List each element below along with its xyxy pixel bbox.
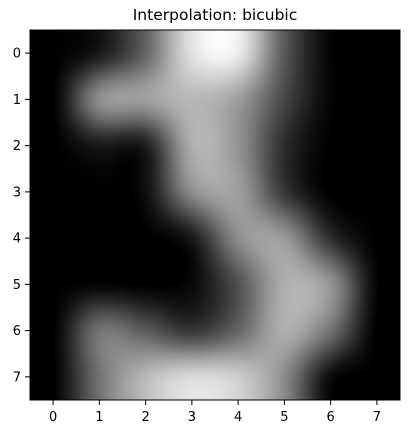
- x-tick-label: 2: [141, 410, 149, 425]
- plot-area: [29, 29, 401, 401]
- y-tick-label: 3: [13, 185, 21, 200]
- y-tick-label: 2: [13, 139, 21, 154]
- x-tick-label: 6: [326, 410, 334, 425]
- y-tick-label: 6: [13, 324, 21, 339]
- y-tick-label: 1: [13, 93, 21, 108]
- x-tick-label: 4: [234, 410, 242, 425]
- x-axis: 0 1 2 3 4 5 6 7: [49, 400, 381, 425]
- plot-frame: [29, 29, 401, 401]
- y-tick-label: 5: [13, 278, 21, 293]
- y-tick-label: 0: [13, 47, 21, 62]
- y-tick-label: 4: [13, 232, 21, 247]
- x-tick-label: 5: [280, 410, 288, 425]
- y-tick-label: 7: [13, 370, 21, 385]
- x-tick-label: 1: [95, 410, 103, 425]
- x-tick-label: 7: [373, 410, 381, 425]
- x-tick-label: 0: [49, 410, 57, 425]
- chart-title: Interpolation: bicubic: [133, 6, 298, 24]
- x-tick-label: 3: [188, 410, 196, 425]
- heatmap-image: [30, 30, 400, 400]
- y-axis: 0 1 2 3 4 5 6 7: [13, 47, 30, 385]
